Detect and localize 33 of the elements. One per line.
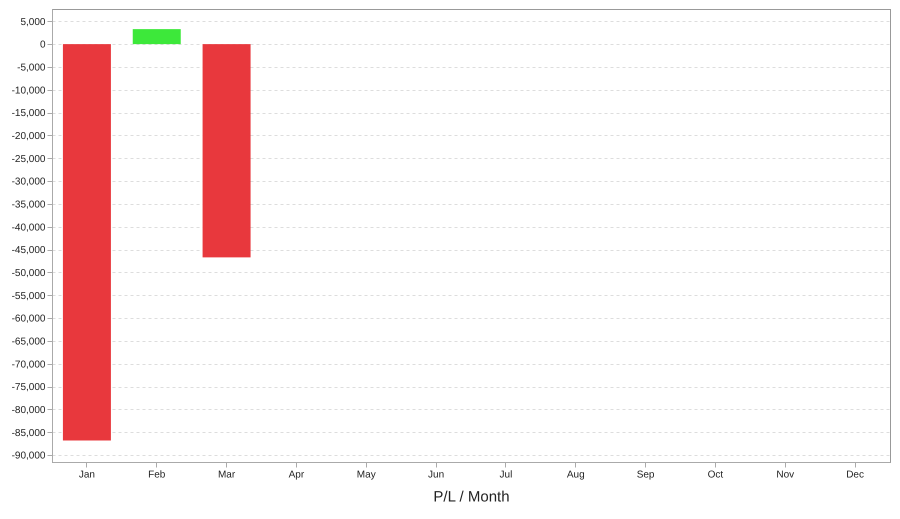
y-tick-label: -60,000 xyxy=(12,314,46,325)
x-tick-label: Aug xyxy=(566,470,585,480)
x-tick-label: Apr xyxy=(288,470,305,480)
y-tick-label: -50,000 xyxy=(12,268,46,279)
y-tick-label: -75,000 xyxy=(12,382,46,394)
y-tick-label: -55,000 xyxy=(12,290,46,302)
y-tick-label: 5,000 xyxy=(20,16,46,28)
y-tick-label: -85,000 xyxy=(12,428,46,439)
x-tick-label: Jan xyxy=(78,470,95,480)
x-tick-label: Mar xyxy=(218,470,236,480)
x-tick-label: Feb xyxy=(148,470,166,480)
y-tick-label: -25,000 xyxy=(12,154,46,165)
x-tick-label: May xyxy=(356,470,376,480)
y-tick-label: -70,000 xyxy=(12,359,46,370)
y-tick-label: -35,000 xyxy=(12,199,46,210)
y-tick-label: -90,000 xyxy=(12,450,46,462)
y-tick-label: -15,000 xyxy=(12,108,46,120)
y-tick-label: -40,000 xyxy=(12,222,46,234)
x-tick-label: Sep xyxy=(636,470,655,480)
y-tick-label: -5,000 xyxy=(17,62,46,74)
y-tick-label: -30,000 xyxy=(12,176,46,188)
x-tick-label: Nov xyxy=(776,470,794,480)
y-tick-label: -45,000 xyxy=(12,245,46,256)
x-tick-label: Dec xyxy=(846,470,864,480)
y-tick-label: -65,000 xyxy=(12,336,46,348)
y-tick-label: -10,000 xyxy=(12,85,46,96)
y-tick-label: 0 xyxy=(40,40,46,51)
y-tick-label: -20,000 xyxy=(12,130,46,142)
y-tick-label: -80,000 xyxy=(12,404,46,416)
x-tick-label: Oct xyxy=(708,470,724,480)
x-tick-label: Jun xyxy=(428,470,444,480)
x-tick-label: Jul xyxy=(500,470,512,480)
x-axis-title: P/L / Month xyxy=(433,488,510,506)
